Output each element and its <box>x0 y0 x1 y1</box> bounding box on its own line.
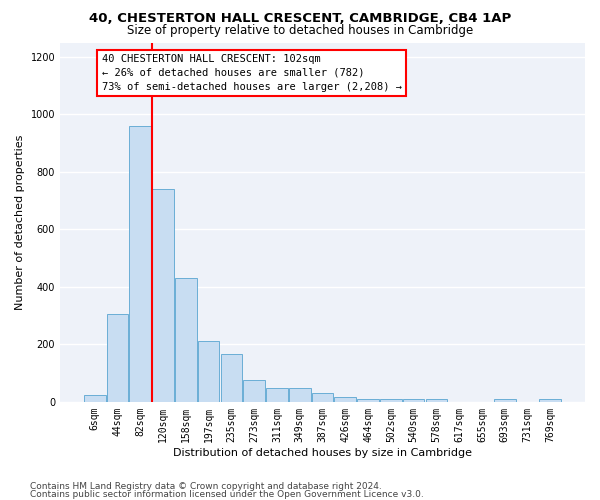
Bar <box>380 399 401 402</box>
Bar <box>403 399 424 402</box>
Text: Contains HM Land Registry data © Crown copyright and database right 2024.: Contains HM Land Registry data © Crown c… <box>30 482 382 491</box>
Y-axis label: Number of detached properties: Number of detached properties <box>15 134 25 310</box>
Bar <box>289 388 311 402</box>
Bar <box>221 354 242 402</box>
Bar <box>198 342 220 402</box>
Text: 40 CHESTERTON HALL CRESCENT: 102sqm
← 26% of detached houses are smaller (782)
7: 40 CHESTERTON HALL CRESCENT: 102sqm ← 26… <box>101 54 401 92</box>
Bar <box>175 278 197 402</box>
Bar <box>494 399 515 402</box>
Bar <box>357 399 379 402</box>
Bar <box>84 394 106 402</box>
Text: Size of property relative to detached houses in Cambridge: Size of property relative to detached ho… <box>127 24 473 37</box>
Bar <box>244 380 265 402</box>
Bar <box>539 399 561 402</box>
Bar <box>152 189 174 402</box>
Text: Contains public sector information licensed under the Open Government Licence v3: Contains public sector information licen… <box>30 490 424 499</box>
Bar <box>425 399 447 402</box>
Bar <box>107 314 128 402</box>
Bar <box>334 396 356 402</box>
Text: 40, CHESTERTON HALL CRESCENT, CAMBRIDGE, CB4 1AP: 40, CHESTERTON HALL CRESCENT, CAMBRIDGE,… <box>89 12 511 26</box>
X-axis label: Distribution of detached houses by size in Cambridge: Distribution of detached houses by size … <box>173 448 472 458</box>
Bar <box>130 126 151 402</box>
Bar <box>266 388 288 402</box>
Bar <box>312 393 334 402</box>
